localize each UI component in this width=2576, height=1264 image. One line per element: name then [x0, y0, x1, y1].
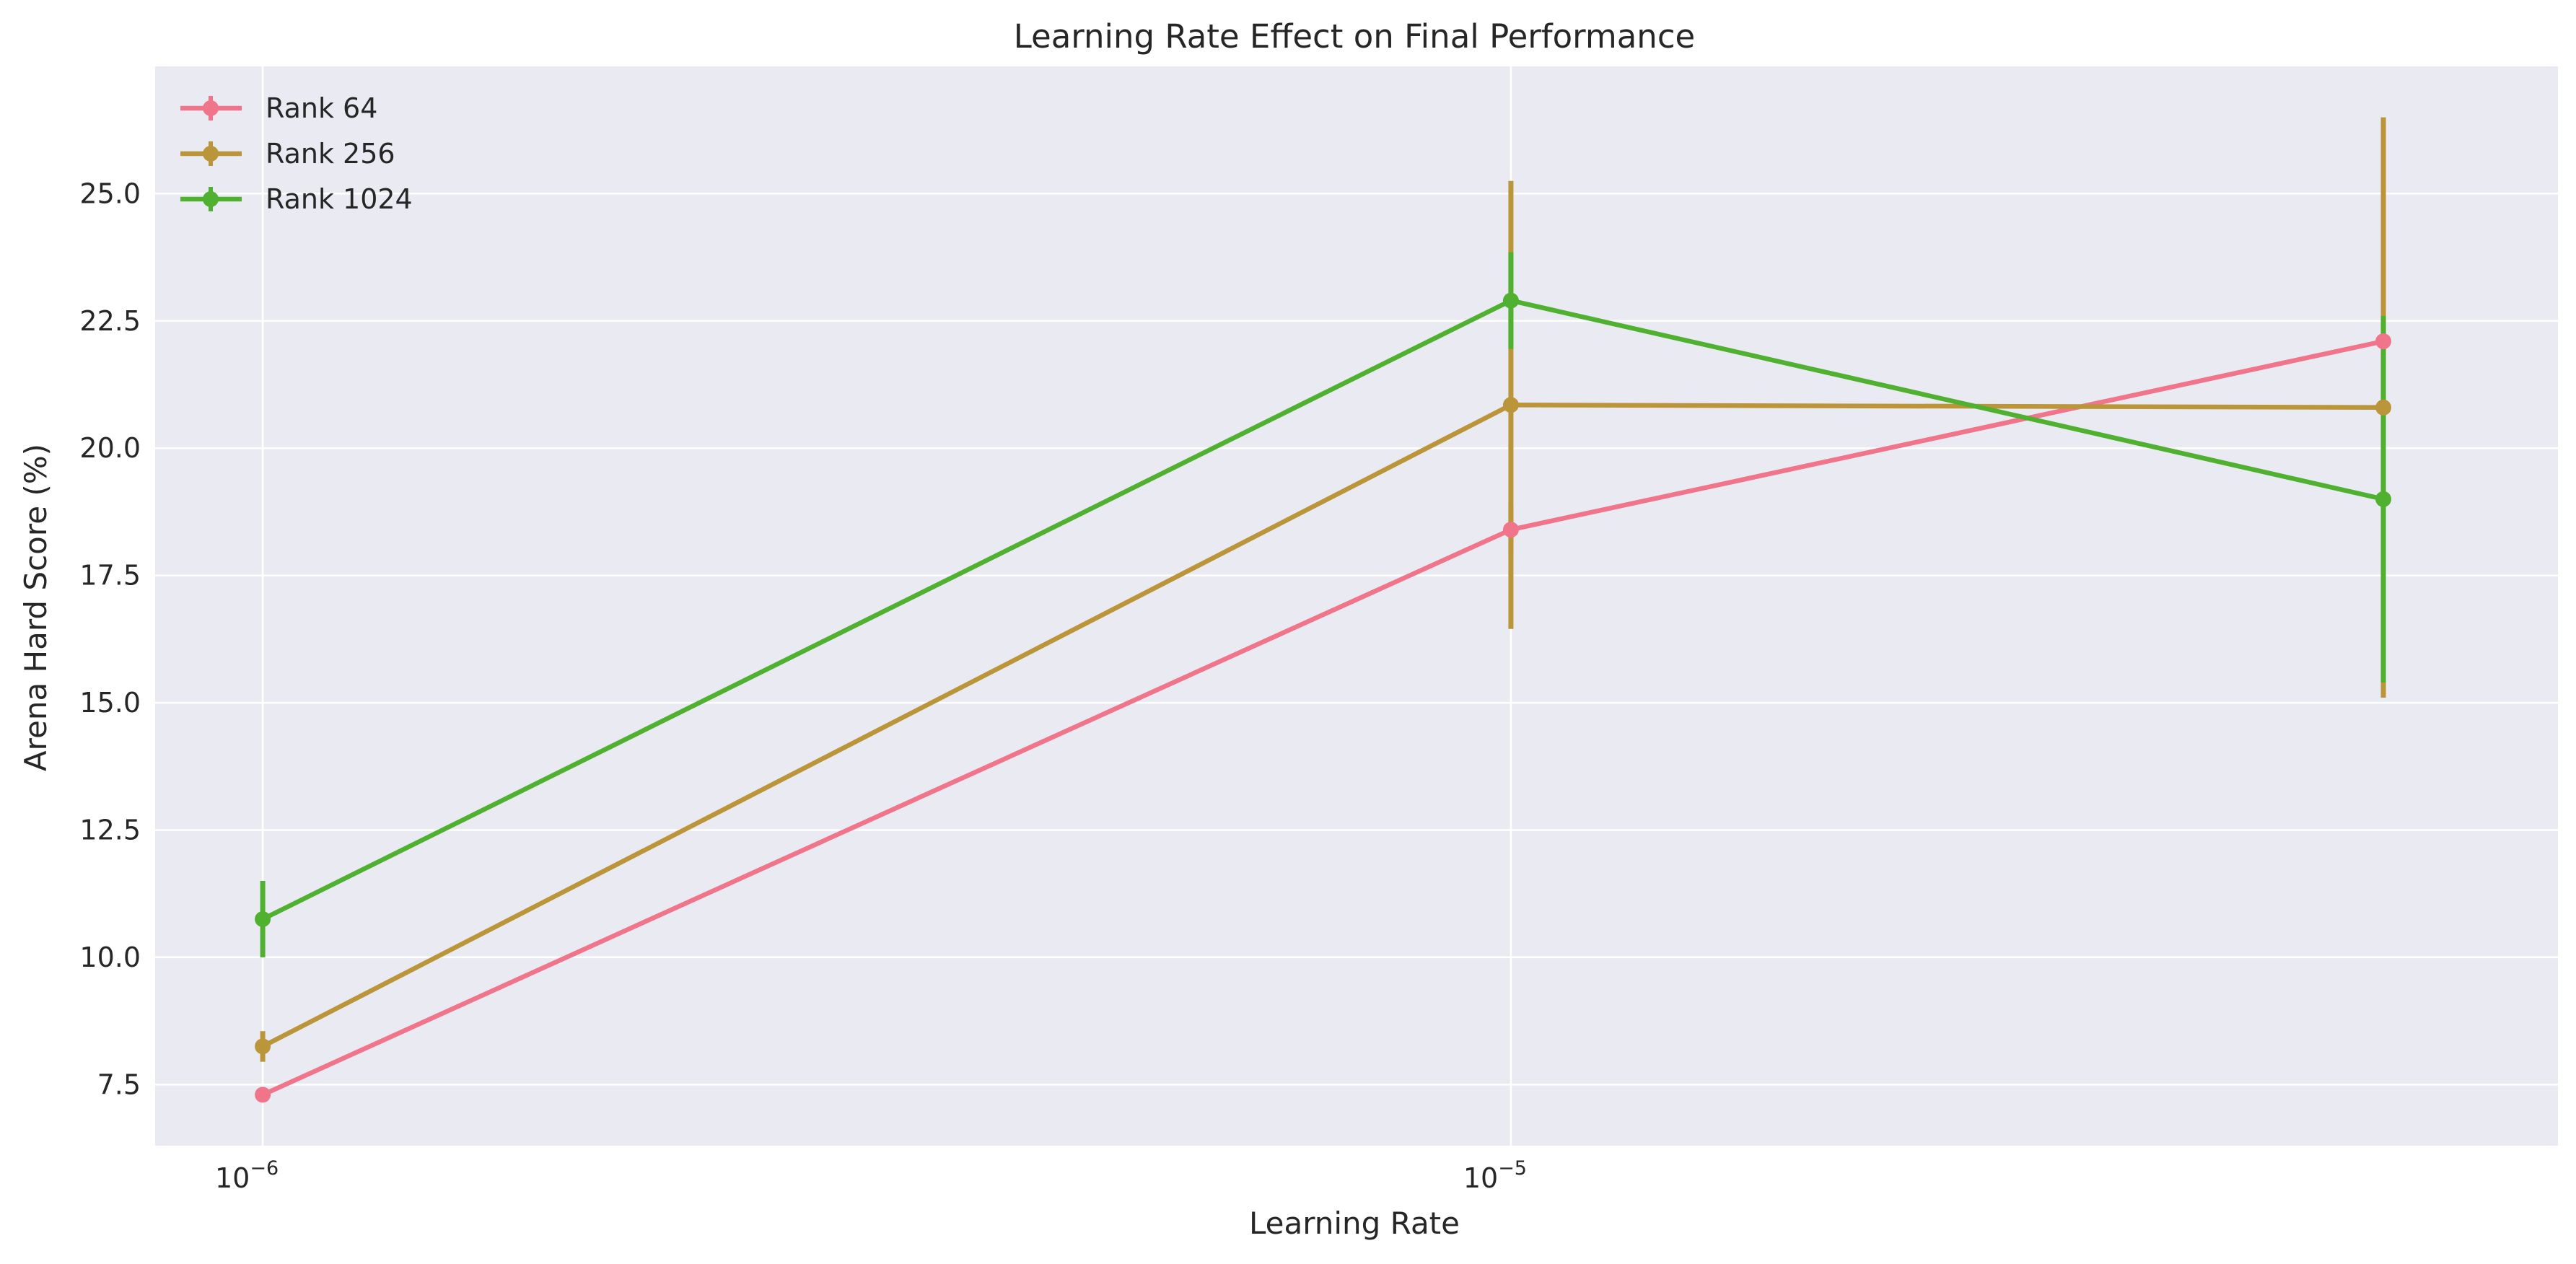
y-axis-label: Arena Hard Score (%) [18, 444, 53, 771]
x-tick-label: 10−6 [215, 1157, 279, 1194]
data-point [2375, 399, 2392, 416]
legend-marker [203, 146, 219, 162]
legend-label: Rank 256 [266, 138, 395, 170]
data-point [2375, 333, 2392, 350]
y-tick-label: 20.0 [79, 432, 141, 464]
series-points [255, 292, 2392, 1103]
legend-label: Rank 1024 [266, 183, 413, 215]
y-tick-label: 22.5 [79, 305, 141, 337]
data-point [1502, 292, 1519, 309]
x-tick-label: 10−5 [1463, 1157, 1527, 1194]
x-axis-label: Learning Rate [1249, 1206, 1460, 1241]
y-tick-label: 25.0 [79, 177, 141, 209]
y-tick-label: 7.5 [97, 1068, 141, 1100]
legend: Rank 64 Rank 256 Rank 1024 [180, 92, 413, 215]
data-point [1502, 397, 1519, 413]
legend-label: Rank 64 [266, 92, 377, 124]
data-point [2375, 491, 2392, 507]
plot-background [155, 66, 2558, 1146]
data-point [255, 910, 271, 927]
x-axis-ticks: 10−6 10−5 [215, 1157, 1527, 1194]
y-tick-label: 15.0 [79, 687, 141, 719]
data-point [255, 1038, 271, 1055]
data-point [255, 1087, 271, 1103]
y-tick-label: 17.5 [79, 560, 141, 592]
legend-marker [203, 191, 219, 207]
y-axis-ticks: 7.5 10.0 12.5 15.0 17.5 20.0 22.5 25.0 [79, 177, 141, 1100]
grid-lines [155, 66, 2558, 1146]
data-point [1502, 522, 1519, 538]
y-tick-label: 12.5 [79, 814, 141, 846]
y-tick-label: 10.0 [79, 942, 141, 973]
legend-marker [203, 100, 219, 116]
chart-title: Learning Rate Effect on Final Performanc… [1014, 17, 1696, 56]
